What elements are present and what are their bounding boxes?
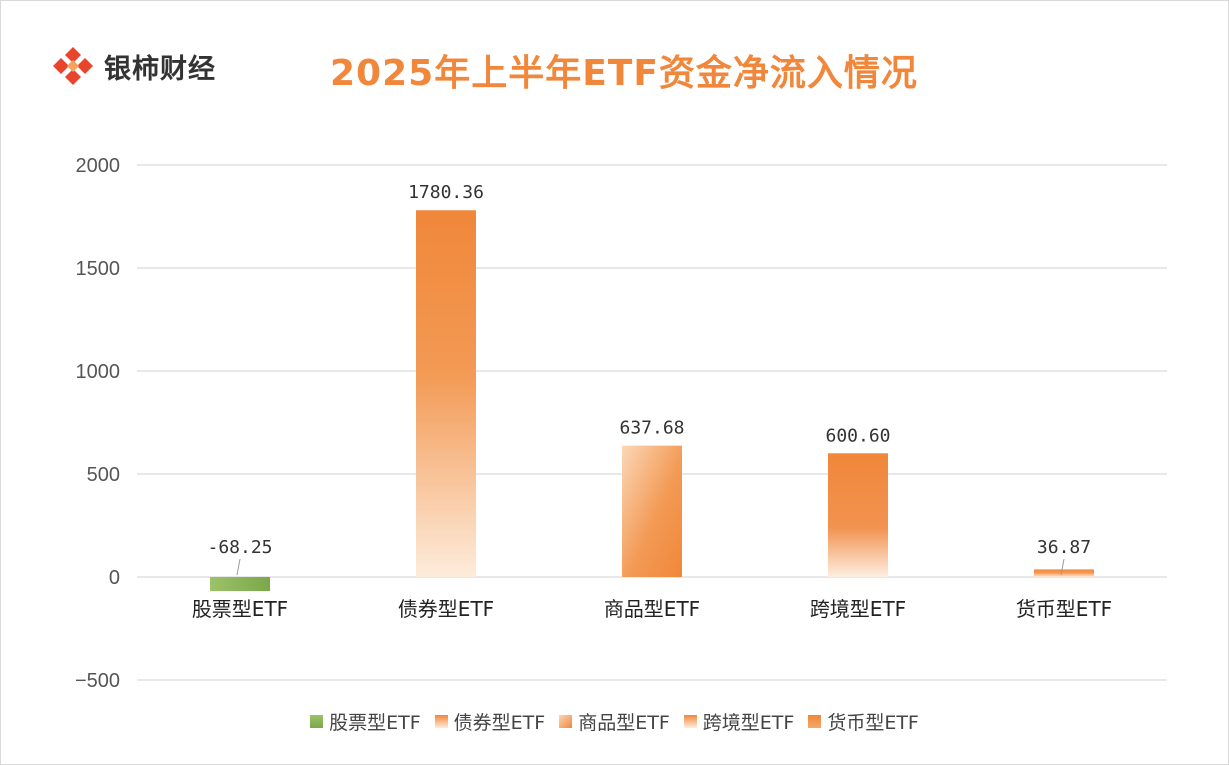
data-label: 1780.36	[408, 182, 484, 203]
x-category-label: 债券型ETF	[398, 597, 494, 621]
legend-item: 债券型ETF	[434, 708, 546, 735]
bar	[1034, 569, 1094, 577]
data-label: 637.68	[619, 418, 684, 439]
chart-title: 2025年上半年ETF资金净流入情况	[330, 53, 918, 94]
chart-legend: 股票型ETF 债券型ETF 商品型ETF 跨境型ETF 货币型ETF	[0, 708, 1229, 735]
data-label-leader	[1060, 558, 1065, 576]
bar	[210, 577, 270, 592]
legend-label: 货币型ETF	[827, 712, 919, 734]
y-tick-label: 1500	[76, 258, 121, 280]
legend-swatch	[434, 715, 448, 728]
legend-item: 货币型ETF	[808, 708, 919, 735]
legend-swatch	[559, 715, 573, 728]
legend-swatch	[683, 715, 697, 728]
x-category-label: 商品型ETF	[604, 597, 700, 621]
legend-label: 债券型ETF	[453, 712, 546, 734]
legend-swatch	[310, 715, 324, 728]
legend-item: 股票型ETF	[310, 708, 421, 735]
legend-item: 跨境型ETF	[683, 708, 795, 735]
legend-swatch	[808, 715, 822, 728]
brand-name: 银柿财经	[104, 53, 216, 85]
bar	[416, 210, 476, 577]
data-label-leader	[236, 558, 241, 576]
y-tick-label: 500	[87, 464, 120, 486]
data-label: 36.87	[1037, 537, 1091, 558]
data-label: 600.60	[825, 425, 890, 446]
y-tick-label: 1000	[76, 361, 121, 383]
data-label: -68.25	[207, 537, 272, 558]
y-tick-label: 2000	[76, 155, 121, 177]
bar	[828, 453, 888, 577]
brand-logo: 银柿财经	[52, 46, 216, 86]
legend-label: 跨境型ETF	[702, 712, 795, 734]
legend-item: 商品型ETF	[559, 708, 670, 735]
brand-logo-icon	[53, 47, 93, 85]
x-category-label: 货币型ETF	[1016, 597, 1112, 621]
legend-label: 商品型ETF	[578, 712, 670, 734]
x-category-label: 跨境型ETF	[810, 597, 906, 621]
y-tick-label: 0	[109, 567, 120, 589]
y-tick-label: −500	[75, 670, 120, 692]
legend-label: 股票型ETF	[329, 712, 421, 734]
bar	[622, 445, 682, 577]
x-category-label: 股票型ETF	[192, 597, 288, 621]
